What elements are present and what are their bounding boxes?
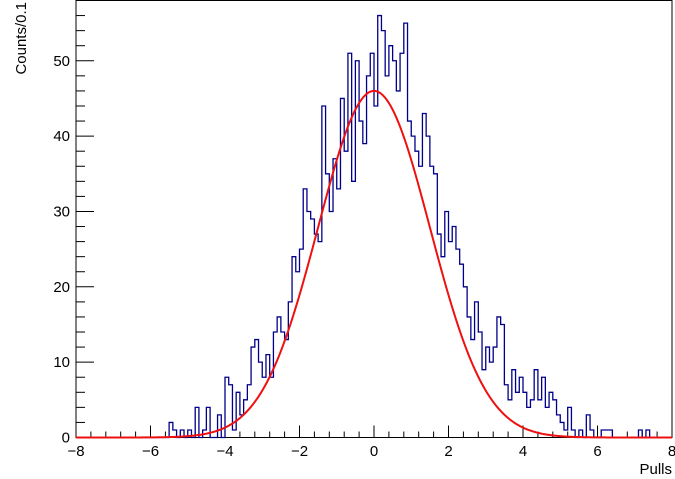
histogram-bin [352,181,356,437]
y-tick-label: 20 [53,279,70,296]
histogram-bin [396,91,400,438]
y-axis-label: Counts/0.1 [13,2,30,75]
histogram-bin [482,370,486,438]
histogram-bin [419,166,423,437]
gaussian-fit-curve [76,89,672,439]
histogram-bin [381,31,385,438]
histogram-bin [605,430,609,438]
histogram-bin [452,227,456,438]
histogram-bin [314,234,318,437]
histogram-bin [359,121,363,437]
histogram-bin [370,53,374,437]
histogram-bin [516,392,520,437]
histogram-bin [232,430,236,438]
histogram-bin [400,53,404,437]
histogram-bin [545,407,549,437]
y-tick-label: 30 [53,203,70,220]
histogram-bin [326,174,330,438]
histogram-bin [430,166,434,437]
x-tick-label: 2 [444,443,452,460]
histogram-bin [318,242,322,438]
histogram-bars [169,16,650,438]
y-tick-label: 0 [62,430,70,447]
histogram-bin [337,189,341,438]
x-axis-label: Pulls [639,461,672,478]
histogram-bin [363,144,367,438]
histogram-bin [538,400,542,438]
histogram-bin [449,242,453,438]
x-tick-label: −6 [142,443,159,460]
histogram-bin [411,136,415,437]
histogram-bin [300,249,304,437]
histogram-bin [285,340,289,438]
x-tick-label: 0 [370,443,378,460]
histogram-bin [385,76,389,438]
y-axis-ticks: 0 10 20 30 40 50 [53,0,94,447]
x-tick-label: −8 [67,443,84,460]
histogram-bin [471,340,475,438]
histogram-bin [277,317,281,438]
histogram-bin [456,249,460,437]
y-tick-label: 50 [53,53,70,70]
y-tick-label: 40 [53,128,70,145]
x-tick-label: 6 [593,443,601,460]
histogram-bin [527,407,531,437]
x-tick-label: 8 [668,443,675,460]
histogram-bin [408,121,412,437]
x-tick-label: −2 [291,443,308,460]
x-tick-label: 4 [519,443,527,460]
histogram-bin [344,151,348,437]
x-tick-label: −4 [216,443,233,460]
histogram-bin [426,136,430,437]
histogram-outline [76,14,672,439]
x-axis-ticks: −8 −6 −4 −2 0 2 4 6 8 [67,425,675,460]
y-tick-label: 10 [53,354,70,371]
histogram-bin [374,106,378,438]
histogram-bin [460,264,464,437]
histogram-bin [329,211,333,437]
histogram-bin [307,211,311,437]
histogram-bin [270,377,274,437]
histogram-bin [415,151,419,437]
